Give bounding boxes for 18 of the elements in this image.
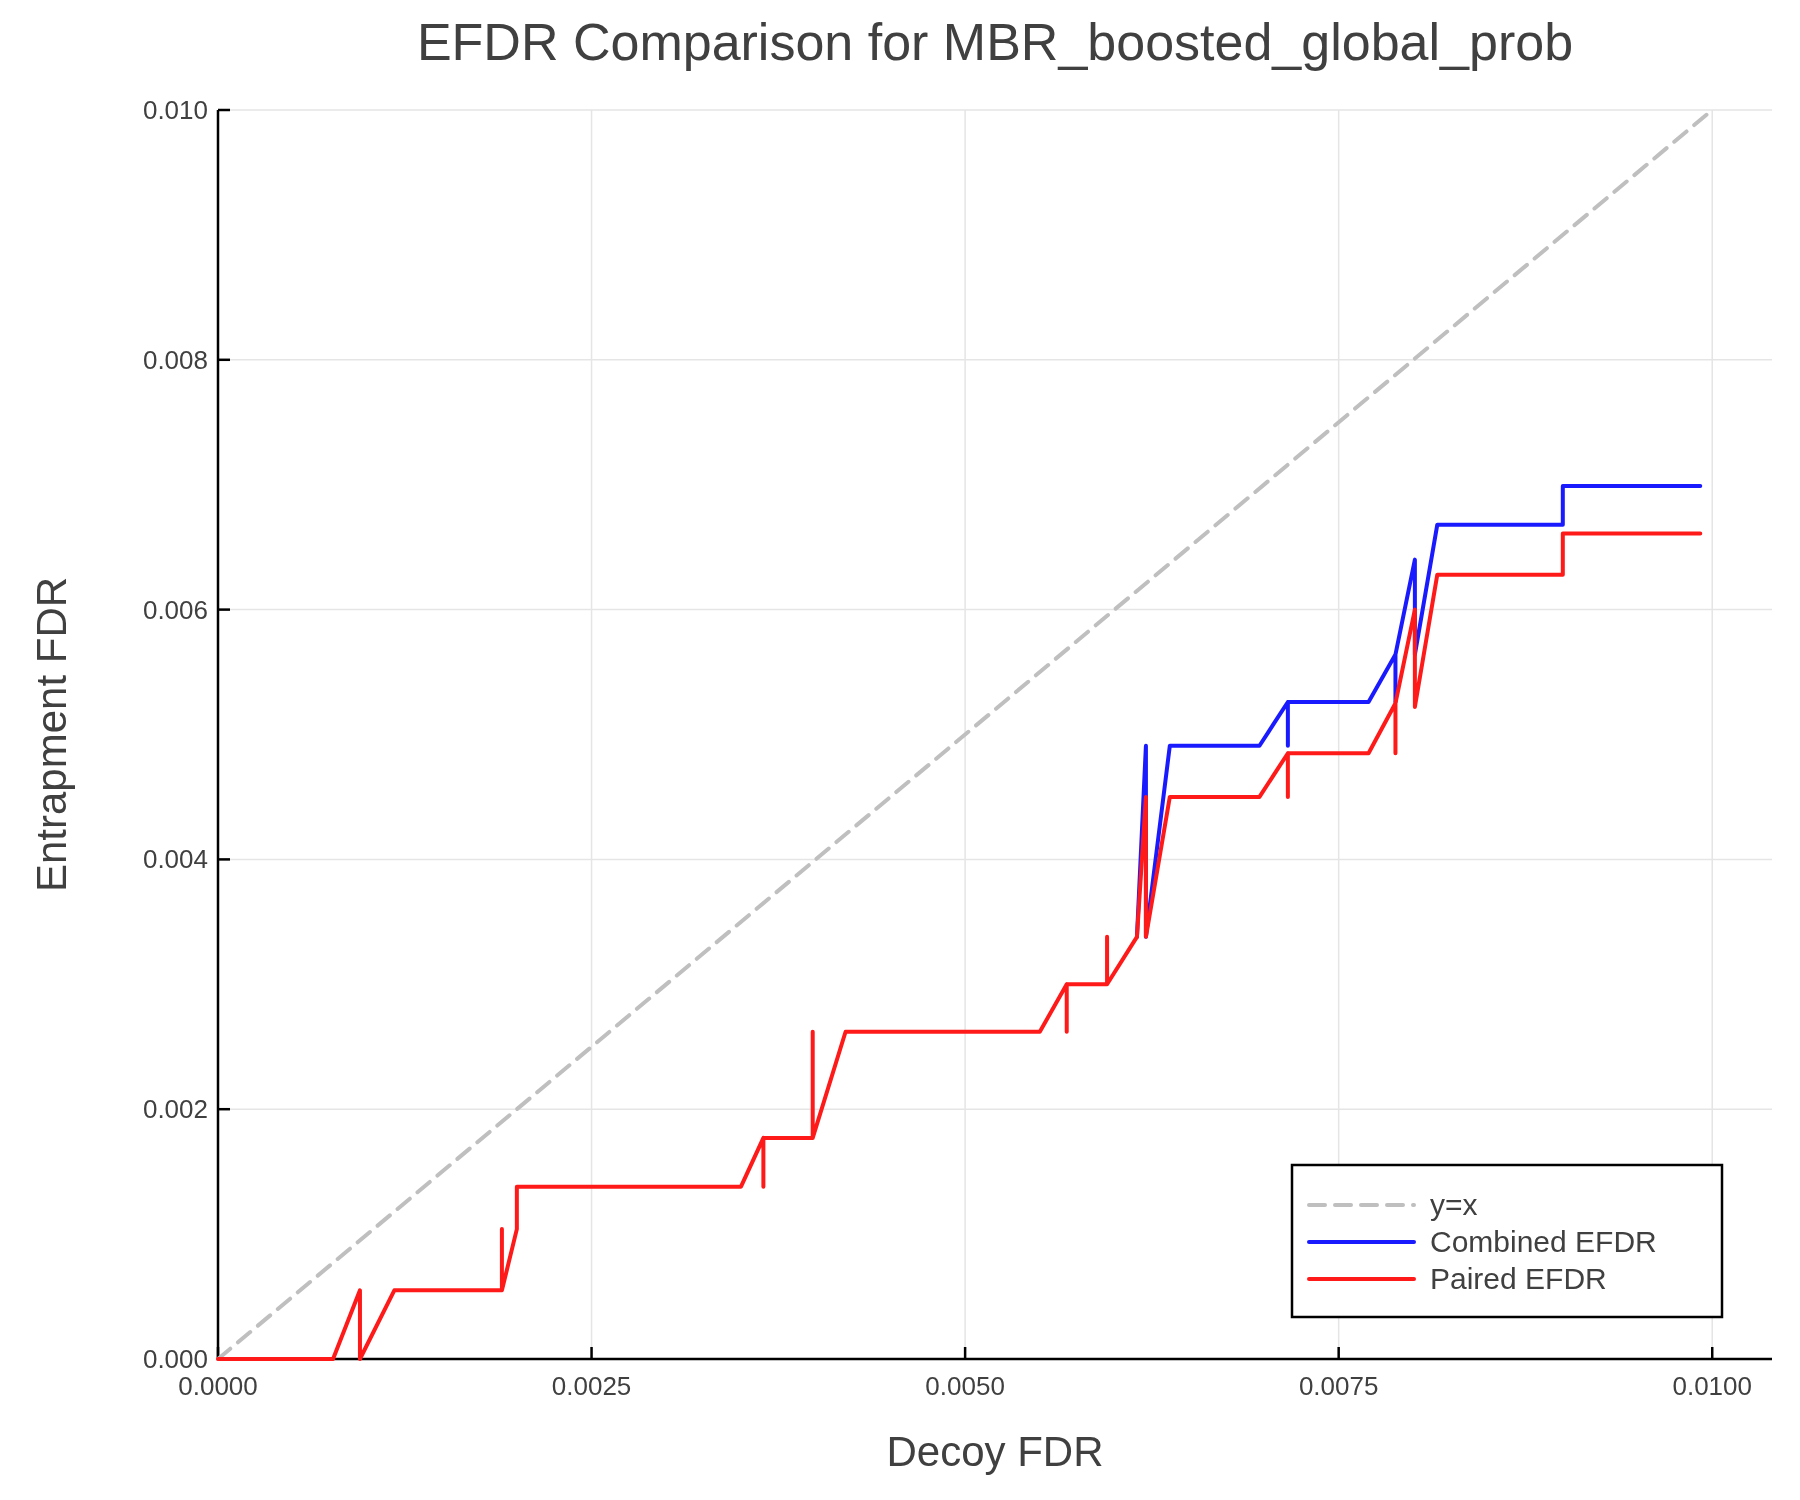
x-tick-label: 0.0075 bbox=[1298, 1371, 1379, 1401]
y-tick-label: 0.008 bbox=[142, 344, 208, 375]
y-axis-title: Entrapment FDR bbox=[28, 576, 75, 893]
legend-label: y=x bbox=[1430, 1188, 1478, 1221]
x-tick-label: 0.0050 bbox=[925, 1371, 1005, 1401]
legend-label: Combined EFDR bbox=[1430, 1225, 1657, 1258]
legend-label: Paired EFDR bbox=[1430, 1262, 1607, 1295]
x-axis-title: Decoy FDR bbox=[886, 1428, 1104, 1475]
line-series bbox=[216, 531, 1703, 1361]
y-tick-label: 0.002 bbox=[142, 1094, 208, 1125]
x-tick-label: 0.0000 bbox=[178, 1371, 258, 1401]
x-tick-label: 0.0025 bbox=[551, 1371, 632, 1401]
y-tick-label: 0.000 bbox=[142, 1344, 208, 1374]
y-tick-label: 0.004 bbox=[142, 844, 208, 875]
y-tick-label: 0.010 bbox=[142, 95, 208, 125]
x-tick-label: 0.0100 bbox=[1672, 1371, 1752, 1401]
chart-title: EFDR Comparison for MBR_boosted_global_prob bbox=[416, 13, 1574, 71]
y-tick-label: 0.006 bbox=[142, 594, 208, 625]
